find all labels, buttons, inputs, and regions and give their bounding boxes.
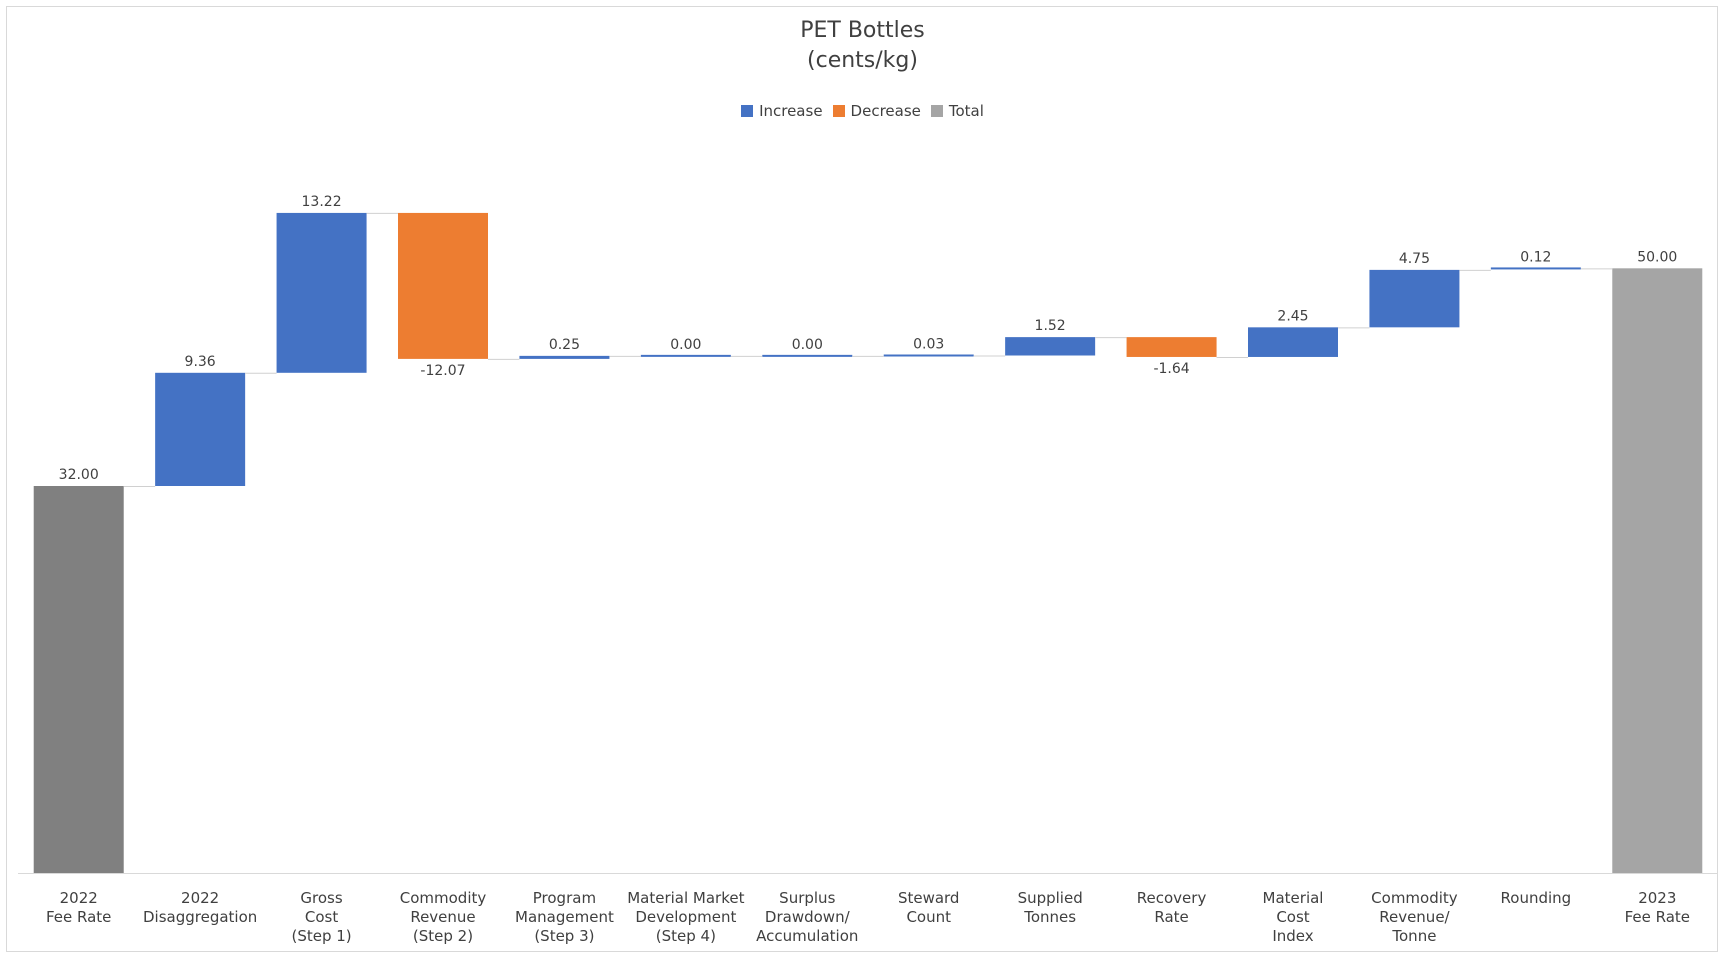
data-label-12: 0.12 (1520, 249, 1551, 265)
category-label-8: Supplied Tonnes (1018, 889, 1083, 926)
category-label-6: Surplus Drawdown/Accumulation (756, 889, 858, 945)
data-label-3: -12.07 (420, 363, 465, 379)
data-label-6: 0.00 (792, 337, 823, 353)
category-label-3: Commodity Revenue (Step 2) (400, 889, 487, 945)
data-label-11: 4.75 (1399, 251, 1430, 267)
bar-9 (1127, 337, 1217, 357)
bar-3 (398, 213, 488, 359)
data-label-13: 50.00 (1637, 249, 1677, 265)
category-label-7: Steward Count (898, 889, 960, 926)
data-label-4: 0.25 (549, 337, 580, 353)
bar-0 (34, 486, 124, 873)
category-label-13: 2023 Fee Rate (1625, 889, 1690, 926)
category-label-9: Recovery Rate (1137, 889, 1207, 926)
category-label-2: Gross Cost (Step 1) (291, 889, 351, 945)
bar-10 (1248, 327, 1338, 357)
category-label-5: Material Market Development (Step 4) (627, 889, 744, 945)
data-label-1: 9.36 (185, 354, 216, 370)
category-label-12: Rounding (1501, 889, 1572, 907)
bar-5 (641, 355, 731, 357)
bar-2 (277, 213, 367, 373)
category-label-0: 2022 Fee Rate (46, 889, 111, 926)
bar-8 (1005, 337, 1095, 355)
category-label-10: Material Cost Index (1263, 889, 1324, 945)
bar-12 (1491, 267, 1581, 269)
data-label-2: 13.22 (302, 194, 342, 210)
bar-13 (1612, 268, 1702, 873)
data-label-10: 2.45 (1277, 308, 1308, 324)
bar-7 (884, 355, 974, 357)
bar-11 (1369, 270, 1459, 327)
data-label-0: 32.00 (59, 467, 99, 483)
data-label-9: -1.64 (1153, 361, 1189, 377)
data-label-8: 1.52 (1035, 318, 1066, 334)
data-label-5: 0.00 (670, 337, 701, 353)
bar-6 (762, 355, 852, 357)
data-label-7: 0.03 (913, 337, 944, 353)
category-label-11: Commodity Revenue/Tonne (1371, 889, 1458, 945)
category-label-1: 2022 Disaggregation (143, 889, 257, 926)
category-label-4: Program Management (Step 3) (515, 889, 614, 945)
bar-1 (155, 373, 245, 486)
bar-4 (519, 356, 609, 359)
